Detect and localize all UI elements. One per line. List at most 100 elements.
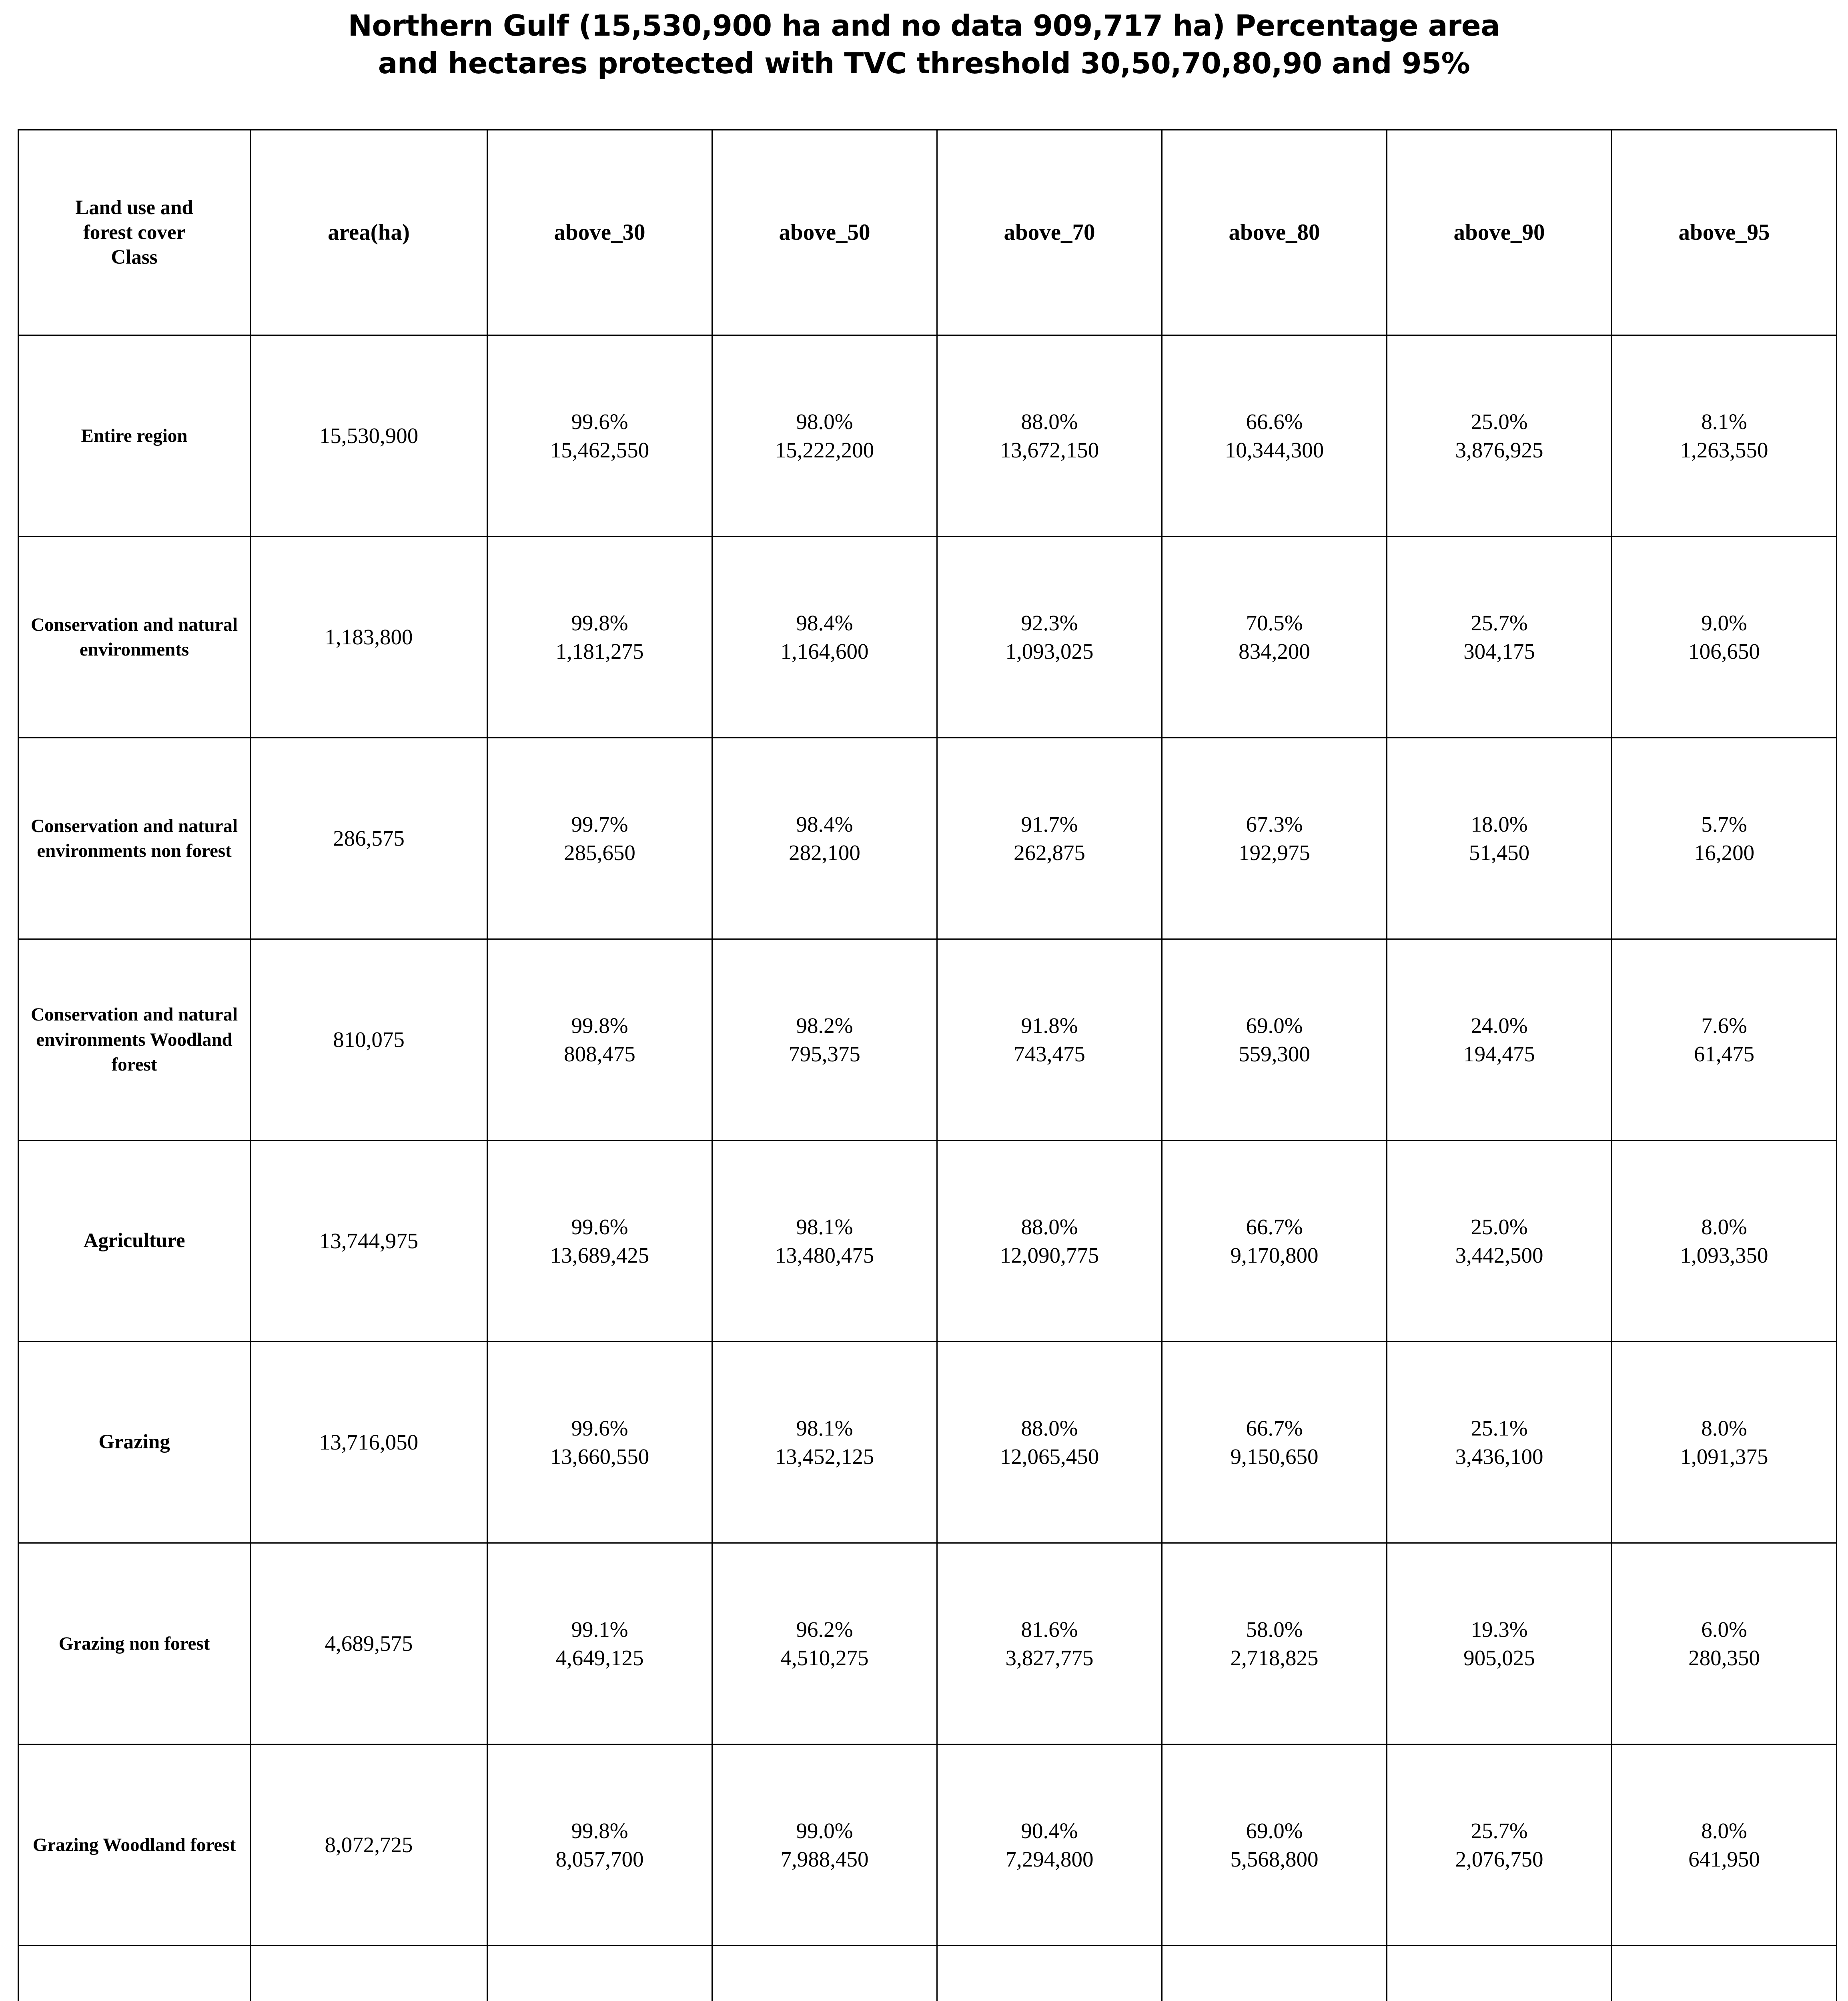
row-threshold-cell: 70.5% 834,200 bbox=[1161, 536, 1387, 739]
cell-percent: 66.6% bbox=[1246, 409, 1303, 434]
cell-hectares: 10,344,300 bbox=[1225, 438, 1324, 463]
cell-hectares: 808,475 bbox=[564, 1042, 635, 1067]
table-row: Conservation and natural environments 1,1… bbox=[18, 536, 1837, 739]
cell-percent: 98.0% bbox=[796, 409, 853, 434]
cell-hectares: 1,181,275 bbox=[555, 639, 644, 664]
cell-percent: 98.2% bbox=[796, 1013, 853, 1038]
row-threshold-cell: 25.0% 3,876,925 bbox=[1386, 335, 1612, 537]
row-threshold-cell: 98.4% 1,164,600 bbox=[712, 536, 938, 739]
row-class-label: Entire region bbox=[18, 335, 251, 537]
row-threshold-cell: 58.0% 2,718,825 bbox=[1161, 1542, 1387, 1745]
cell-hectares: 9,150,650 bbox=[1230, 1444, 1319, 1469]
cell-percent: 5.7% bbox=[1701, 812, 1747, 836]
cell-hectares: 15,462,550 bbox=[550, 438, 649, 463]
cell-hectares: 641,950 bbox=[1688, 1847, 1760, 1872]
cell-hectares: 282,100 bbox=[789, 840, 860, 865]
cell-percent: 98.4% bbox=[796, 812, 853, 836]
cell-percent: 18.0% bbox=[1471, 812, 1528, 836]
cell-percent: 99.7% bbox=[571, 812, 628, 836]
row-threshold-cell: 98.9%942,875 bbox=[936, 1945, 1163, 2001]
cell-hectares: 795,375 bbox=[789, 1042, 860, 1067]
cell-hectares: 262,875 bbox=[1014, 840, 1085, 865]
row-threshold-cell: 69.0% 559,300 bbox=[1161, 938, 1387, 1141]
cell-hectares: 13,689,425 bbox=[550, 1243, 649, 1268]
column-header-above-70: above_70 bbox=[936, 129, 1163, 336]
row-threshold-cell: 90.5%863,025 bbox=[1161, 1945, 1387, 2001]
cell-hectares: 12,090,775 bbox=[1000, 1243, 1099, 1268]
cell-percent: 99.6% bbox=[571, 1416, 628, 1440]
cell-hectares: 194,475 bbox=[1463, 1042, 1535, 1067]
row-threshold-cell: 99.6% 13,689,425 bbox=[487, 1140, 713, 1343]
row-threshold-cell: 88.0% 12,065,450 bbox=[936, 1341, 1163, 1544]
cell-percent: 25.7% bbox=[1471, 610, 1528, 635]
row-class-label: Conservation and natural environments Wo… bbox=[18, 938, 251, 1141]
row-threshold-cell: 99.7% 285,650 bbox=[487, 737, 713, 940]
row-threshold-cell: 100.0%953,725 bbox=[487, 1945, 713, 2001]
row-area-value: 13,716,050 bbox=[250, 1341, 488, 1544]
cell-hectares: 12,065,450 bbox=[1000, 1444, 1099, 1469]
cell-percent: 99.0% bbox=[796, 1818, 853, 1843]
cell-percent: 19.3% bbox=[1471, 1617, 1528, 1642]
protection-threshold-table: Land use and forest cover Class area(ha)… bbox=[18, 129, 1837, 2001]
row-threshold-cell: 8.1% 1,263,550 bbox=[1611, 335, 1837, 537]
cell-hectares: 13,672,150 bbox=[1000, 438, 1099, 463]
column-header-above-50: above_50 bbox=[712, 129, 938, 336]
cell-percent: 66.7% bbox=[1246, 1416, 1303, 1440]
cell-percent: 98.1% bbox=[796, 1214, 853, 1239]
row-threshold-cell: 99.8% 8,057,700 bbox=[487, 1744, 713, 1947]
cell-percent: 99.6% bbox=[571, 1214, 628, 1239]
cell-hectares: 1,164,600 bbox=[780, 639, 869, 664]
row-threshold-cell: 98.0% 15,222,200 bbox=[712, 335, 938, 537]
cell-percent: 24.0% bbox=[1471, 1013, 1528, 1038]
column-header-above-90: above_90 bbox=[1386, 129, 1612, 336]
cell-hectares: 1,263,550 bbox=[1680, 438, 1768, 463]
cell-percent: 92.3% bbox=[1021, 610, 1078, 635]
cell-hectares: 13,480,475 bbox=[775, 1243, 874, 1268]
cell-hectares: 7,294,800 bbox=[1005, 1847, 1094, 1872]
row-threshold-cell: 25.7% 304,175 bbox=[1386, 536, 1612, 739]
table-row: Entire region 15,530,900 99.6% 15,462,550 98… bbox=[18, 335, 1837, 537]
cell-hectares: 2,076,750 bbox=[1455, 1847, 1543, 1872]
row-threshold-cell: 99.0% 7,988,450 bbox=[712, 1744, 938, 1947]
row-class-label: Grazing - Forest (non woodland) bbox=[18, 1945, 251, 2001]
row-threshold-cell: 9.0% 106,650 bbox=[1611, 536, 1837, 739]
cell-hectares: 13,452,125 bbox=[775, 1444, 874, 1469]
row-threshold-cell: 98.1% 13,480,475 bbox=[712, 1140, 938, 1343]
row-area-value: 8,072,725 bbox=[250, 1744, 488, 1947]
cell-percent: 88.0% bbox=[1021, 1416, 1078, 1440]
row-threshold-cell: 67.3% 192,975 bbox=[1161, 737, 1387, 940]
table-row: Grazing 13,716,050 99.6% 13,660,550 98.1% 13,… bbox=[18, 1341, 1837, 1544]
cell-hectares: 280,350 bbox=[1688, 1646, 1760, 1670]
row-threshold-cell: 99.8% 808,475 bbox=[487, 938, 713, 1141]
row-threshold-cell: 24.0% 194,475 bbox=[1386, 938, 1612, 1141]
cell-hectares: 285,650 bbox=[564, 840, 635, 865]
cell-hectares: 834,200 bbox=[1239, 639, 1310, 664]
cell-hectares: 4,649,125 bbox=[555, 1646, 644, 1670]
cell-percent: 8.1% bbox=[1701, 409, 1747, 434]
cell-hectares: 4,510,275 bbox=[780, 1646, 869, 1670]
column-header-area: area(ha) bbox=[250, 129, 488, 336]
row-threshold-cell: 81.6% 3,827,775 bbox=[936, 1542, 1163, 1745]
cell-percent: 88.0% bbox=[1021, 409, 1078, 434]
row-threshold-cell: 99.6% 15,462,550 bbox=[487, 335, 713, 537]
cell-hectares: 3,827,775 bbox=[1005, 1646, 1094, 1670]
cell-hectares: 743,475 bbox=[1014, 1042, 1085, 1067]
cell-percent: 8.0% bbox=[1701, 1818, 1747, 1843]
row-area-value: 953,750 bbox=[250, 1945, 488, 2001]
cell-percent: 69.0% bbox=[1246, 1818, 1303, 1843]
cell-percent: 8.0% bbox=[1701, 1214, 1747, 1239]
row-threshold-cell: 25.1% 3,436,100 bbox=[1386, 1341, 1612, 1544]
cell-hectares: 1,093,350 bbox=[1680, 1243, 1768, 1268]
column-header-above-80: above_80 bbox=[1161, 129, 1387, 336]
row-class-label: Grazing non forest bbox=[18, 1542, 251, 1745]
cell-hectares: 106,650 bbox=[1688, 639, 1760, 664]
cell-hectares: 5,568,800 bbox=[1230, 1847, 1319, 1872]
cell-hectares: 192,975 bbox=[1239, 840, 1310, 865]
row-threshold-cell: 66.7% 9,150,650 bbox=[1161, 1341, 1387, 1544]
row-class-label: Conservation and natural environments bbox=[18, 536, 251, 739]
cell-percent: 99.8% bbox=[571, 610, 628, 635]
cell-percent: 99.8% bbox=[571, 1818, 628, 1843]
cell-hectares: 3,876,925 bbox=[1455, 438, 1543, 463]
table-row: Grazing Woodland forest 8,072,725 99.8% 8,0… bbox=[18, 1744, 1837, 1947]
cell-percent: 98.4% bbox=[796, 610, 853, 635]
